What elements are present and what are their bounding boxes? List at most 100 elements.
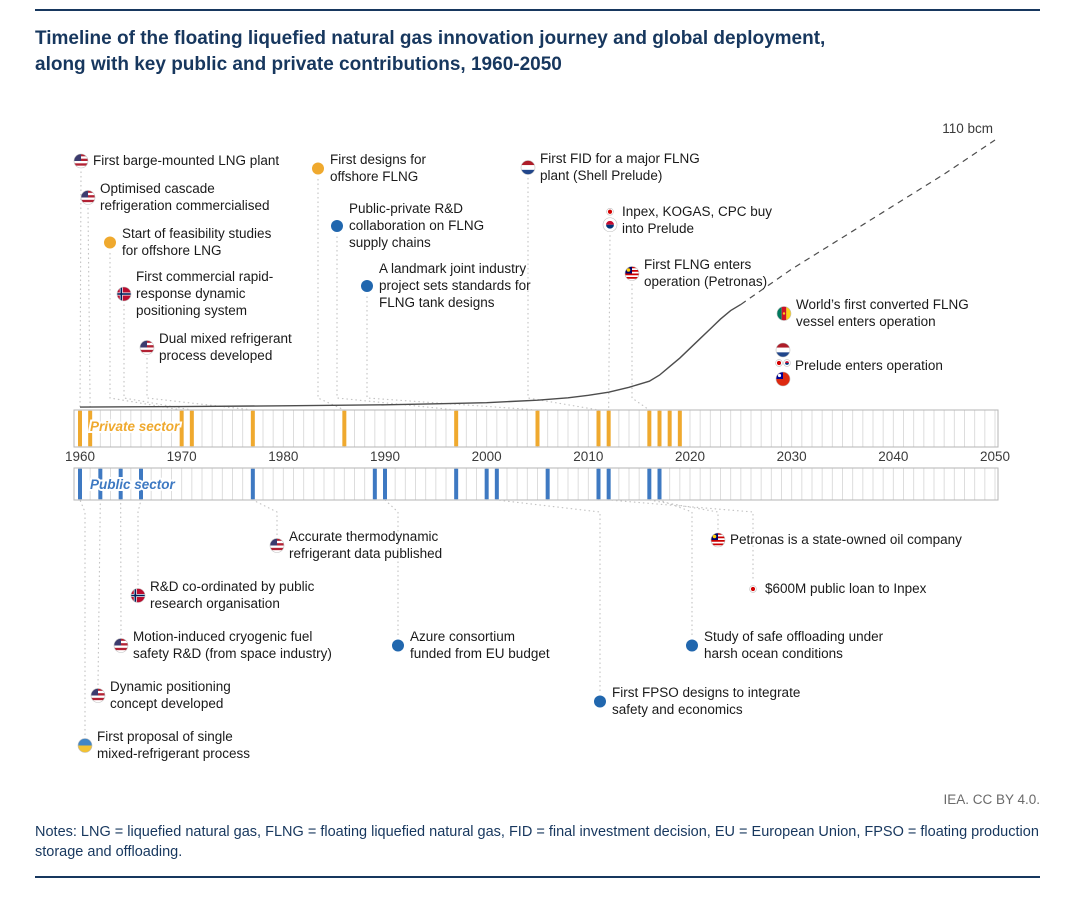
event-label: Start of feasibility studies for offshore… [122,226,272,258]
public-event-tick [98,468,103,500]
leader-line [79,499,86,736]
dot-blue-icon [594,695,606,708]
event-annotation: Public-private R&D collaboration on FLNG s… [331,201,484,250]
leader-line [366,296,539,411]
korea-icon [602,217,618,233]
event-label: World’s first converted FLNG vessel enter… [796,297,969,329]
year-label: 1980 [268,449,298,464]
leader-line [384,499,399,636]
event-annotation: Dynamic positioning concept developed [90,679,231,711]
public-band: Public sector [73,467,999,501]
event-label: Study of safe offloading under harsh ocea… [704,629,884,661]
leader-line [146,357,254,411]
leader-line [317,178,345,411]
year-label: 1960 [65,449,95,464]
private-event-tick [606,410,611,447]
leader-line [608,235,611,411]
event-label: Dynamic positioning concept developed [110,679,231,711]
curve-end-value-label: 110 bcm [942,121,993,136]
private-event-tick [596,410,601,447]
event-annotation: First barge-mounted LNG plant [73,153,279,169]
event-annotation: Study of safe offloading under harsh ocea… [686,629,884,661]
japan-small-icon [775,359,783,367]
private-event-tick [78,410,82,447]
leader-line [648,499,719,530]
leader-line [97,499,101,686]
leader-line [496,499,601,692]
leader-line [658,499,693,636]
private-event-tick [179,410,184,447]
public-event-tick [139,468,143,500]
event-annotation: Azure consortium funded from EU budget [392,629,550,661]
dot-blue-icon [686,639,698,652]
event-label: R&D co-ordinated by public research organ… [150,579,315,611]
netherlands-icon [775,342,791,358]
private-event-tick [342,410,347,447]
event-annotation: World’s first converted FLNG vessel enter… [776,297,969,329]
malaysia-icon [624,266,640,281]
bottom-rule [35,876,1040,878]
public-event-tick [494,468,499,500]
event-label: Prelude enters operation [795,358,943,373]
event-label: $600M public loan to Inpex [765,581,927,596]
public-event-tick [383,468,387,500]
event-label: Motion-induced cryogenic fuel safety R&D … [133,629,332,661]
japan-small-icon [606,208,614,216]
us-icon [90,688,106,703]
event-annotation: R&D co-ordinated by public research organ… [130,579,315,611]
event-annotation: First FID for a major FLNG plant (Shell P… [520,151,700,183]
cameroon-icon [776,306,792,321]
year-label: 2050 [980,449,1010,464]
norway-icon [130,588,146,603]
private-event-tick [657,410,662,447]
event-annotation: Optimised cascade refrigeration commercia… [80,181,270,213]
norway-icon [116,286,132,302]
event-label: Public-private R&D collaboration on FLNG s… [349,201,484,250]
event-label: First commercial rapid-response dynamic p… [136,269,273,318]
dot-yellow-icon [312,162,324,175]
event-annotation: First proposal of single mixed-refrigeran… [77,729,250,761]
top-rule [35,9,1040,11]
netherlands-icon [520,160,536,175]
korea-small-icon [783,359,791,367]
year-label: 1970 [167,449,197,464]
malaysia-icon [710,532,726,548]
event-annotation: A landmark joint industry project sets st… [361,261,531,310]
year-label: 2000 [472,449,502,464]
public-event-tick [78,468,82,500]
public-event-tick [647,468,652,500]
us-icon [139,340,155,355]
event-annotation: First FLNG enters operation (Petronas) [624,257,767,289]
private-event-tick [189,410,194,447]
event-label: Dual mixed refrigerant process developed [159,331,292,363]
leader-line [336,236,457,411]
public-event-tick [118,468,123,500]
event-annotation: Start of feasibility studies for offshore… [104,226,272,258]
event-label: Inpex, KOGAS, CPC buy into Prelude [622,204,772,236]
event-label: Azure consortium funded from EU budget [410,629,550,661]
dot-yellow-icon [104,236,116,249]
event-annotation: Petronas is a state-owned oil company [710,532,962,548]
private-event-tick [535,410,540,447]
year-label: 2020 [675,449,705,464]
event-annotation: First commercial rapid-response dynamic p… [116,269,273,318]
private-event-tick [250,410,255,447]
event-label: First designs for offshore FLNG [330,152,427,184]
leader-line [527,177,600,411]
taiwan-icon [775,371,791,387]
public-event-tick [484,468,489,500]
private-event-tick [647,410,652,447]
public-event-tick [545,468,550,500]
attribution: IEA. CC BY 4.0. [943,792,1040,807]
dot-blue-icon [361,280,373,292]
event-label: Petronas is a state-owned oil company [730,532,962,547]
dot-blue-icon [392,639,404,652]
event-label: Optimised cascade refrigeration commercia… [100,181,270,213]
leader-line [87,207,91,411]
leader-line [137,499,142,586]
public-event-tick [372,468,377,500]
public-event-tick [606,468,611,500]
event-annotation: $600M public loan to Inpex [749,581,927,596]
